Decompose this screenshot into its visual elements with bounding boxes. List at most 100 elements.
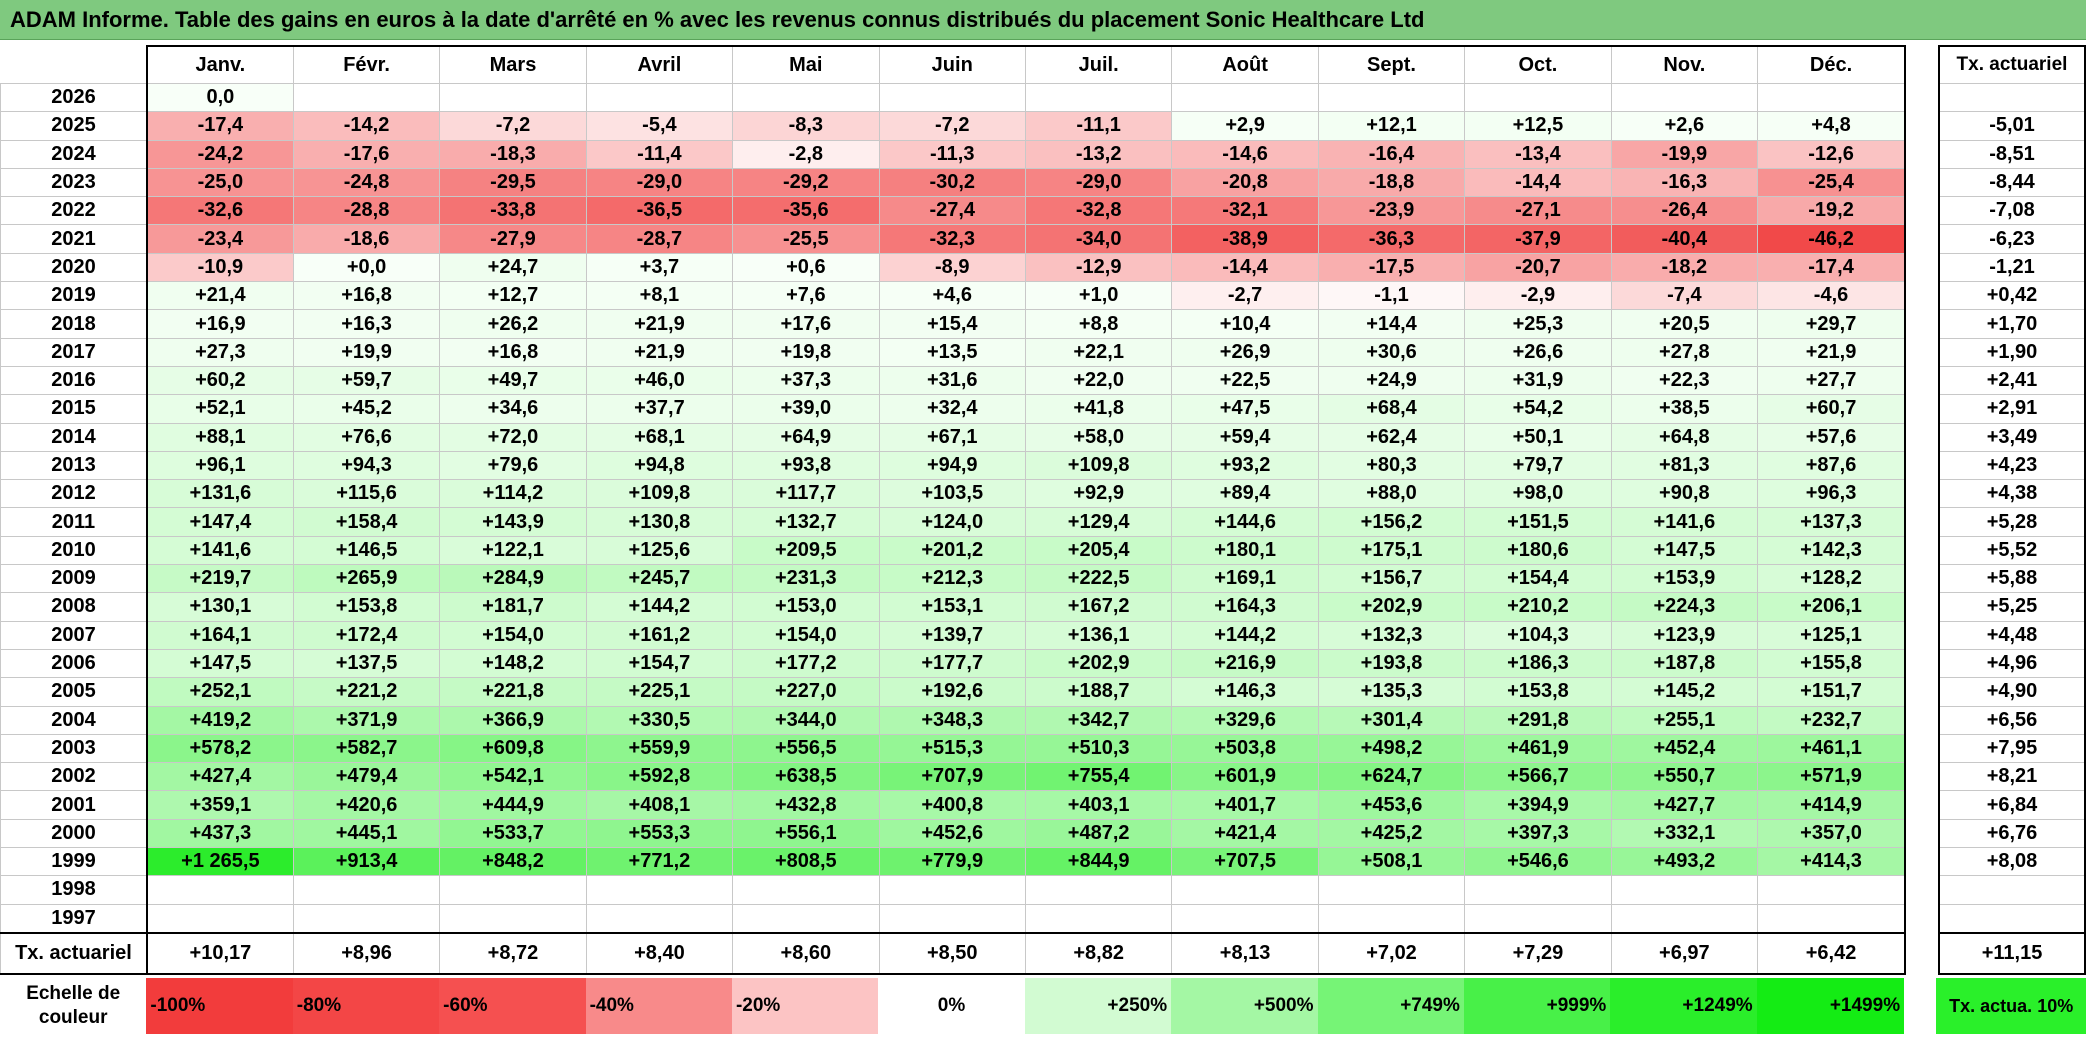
table-row: 2013 +96,1 +94,3 +79,6 +94,8 +93,8 +94,9 +109,8…	[0, 450, 1907, 481]
gain-cell: +432,8	[732, 790, 880, 820]
gain-cell: +453,6	[1317, 790, 1466, 820]
rate-row: +4,38	[1938, 479, 2086, 509]
totals-label: Tx. actuariel	[0, 931, 148, 975]
gain-cell	[1610, 875, 1759, 905]
gain-cell: +146,3	[1171, 677, 1319, 707]
gain-cell: +444,9	[439, 790, 587, 820]
gain-cell: -19,9	[1610, 139, 1759, 169]
gain-cell: +30,6	[1317, 337, 1466, 367]
gain-cell: +26,2	[439, 309, 587, 339]
rate-cell: -1,21	[1938, 252, 2086, 283]
gain-cell: -10,9	[146, 252, 294, 283]
gain-cell: +348,3	[878, 705, 1026, 735]
total-cell: +8,60	[732, 931, 880, 975]
gain-cell: +601,9	[1171, 762, 1319, 792]
gain-cell	[439, 875, 587, 905]
rate-cell: +6,84	[1938, 790, 2086, 820]
month-header: Août	[1171, 45, 1319, 84]
gain-cell: +79,6	[439, 450, 587, 481]
gain-cell: +147,5	[146, 648, 294, 679]
rate-cell: +4,90	[1938, 677, 2086, 707]
table-row: 2024 -24,2 -17,6 -18,3 -11,4 -2,8 -11,3 -13,2 -1…	[0, 139, 1907, 169]
rate-cell: -5,01	[1938, 111, 2086, 141]
gain-cell: -18,6	[292, 224, 441, 254]
scale-swatch: -60%	[439, 978, 586, 1034]
month-header: Nov.	[1610, 45, 1759, 84]
gain-cell: +503,8	[1171, 733, 1319, 764]
gain-cell: +27,7	[1757, 365, 1907, 396]
gain-cell	[732, 875, 880, 905]
gain-cell	[1024, 875, 1173, 905]
gain-cell: +0,6	[732, 252, 880, 283]
gain-cell: -13,4	[1464, 139, 1612, 169]
gain-cell: +771,2	[585, 847, 734, 877]
gain-cell: -18,3	[439, 139, 587, 169]
gain-cell: -33,8	[439, 196, 587, 226]
gain-cell: -12,9	[1024, 252, 1173, 283]
gain-cell: +123,9	[1610, 620, 1759, 650]
gain-cell: +344,0	[732, 705, 880, 735]
rate-row: +7,95	[1938, 733, 2086, 764]
table-row: 2011 +147,4 +158,4 +143,9 +130,8 +132,7 +124,0…	[0, 507, 1907, 537]
month-header: Sept.	[1317, 45, 1466, 84]
table-row: 2004 +419,2 +371,9 +366,9 +330,5 +344,0 +348,3…	[0, 705, 1907, 735]
gain-cell: -35,6	[732, 196, 880, 226]
table-row: 2015 +52,1 +45,2 +34,6 +37,7 +39,0 +32,4 +41,8 +…	[0, 394, 1907, 424]
gain-cell: +92,9	[1024, 479, 1173, 509]
rate-cell: +2,91	[1938, 394, 2086, 424]
gain-cell: +153,8	[1464, 677, 1612, 707]
gain-cell: +22,0	[1024, 365, 1173, 396]
gain-cell: +844,9	[1024, 847, 1173, 877]
gain-cell: -32,1	[1171, 196, 1319, 226]
gain-cell: +12,1	[1317, 111, 1466, 141]
rate-cell: +5,52	[1938, 535, 2086, 566]
gain-cell: +21,4	[146, 281, 294, 311]
gain-cell: +10,4	[1171, 309, 1319, 339]
gain-cell	[146, 875, 294, 905]
rate-row: +6,56	[1938, 705, 2086, 735]
gain-cell: -23,4	[146, 224, 294, 254]
gain-cell: +252,1	[146, 677, 294, 707]
gain-cell: +164,1	[146, 620, 294, 650]
gain-cell: +54,2	[1464, 394, 1612, 424]
gain-cell: +68,4	[1317, 394, 1466, 424]
totals-row: Tx. actuariel +10,17 +8,96 +8,72 +8,40 +8,60 +…	[0, 931, 1907, 975]
gain-cell: +515,3	[878, 733, 1026, 764]
gain-cell: +533,7	[439, 818, 587, 849]
gain-cell: +202,9	[1317, 592, 1466, 622]
gain-cell: +81,3	[1610, 450, 1759, 481]
gain-cell: +205,4	[1024, 535, 1173, 566]
gain-cell: +8,1	[585, 281, 734, 311]
total-cell: +8,40	[585, 931, 734, 975]
gain-cell: -13,2	[1024, 139, 1173, 169]
rate-cell: +4,38	[1938, 479, 2086, 509]
gain-cell: +3,7	[585, 252, 734, 283]
gain-cell: +566,7	[1464, 762, 1612, 792]
month-header-row: Janv. Févr. Mars Avril Mai Juin Juil. Août Sept.…	[0, 45, 1907, 84]
gain-cell: +582,7	[292, 733, 441, 764]
gain-cell: -29,2	[732, 167, 880, 198]
gain-cell: +59,7	[292, 365, 441, 396]
table-row: 2025 -17,4 -14,2 -7,2 -5,4 -8,3 -7,2 -11,1 +2,9 +…	[0, 111, 1907, 141]
total-cell: +8,13	[1171, 931, 1319, 975]
month-header: Mai	[732, 45, 880, 84]
gain-cell: +22,5	[1171, 365, 1319, 396]
gain-cell: -25,0	[146, 167, 294, 198]
gain-cell	[292, 82, 441, 113]
gain-cell: +114,2	[439, 479, 587, 509]
gain-cell: +1,0	[1024, 281, 1173, 311]
gain-cell: +550,7	[1610, 762, 1759, 792]
gain-cell	[585, 82, 734, 113]
gain-cell: +609,8	[439, 733, 587, 764]
gain-cell: +16,8	[439, 337, 587, 367]
gain-cell: +245,7	[585, 564, 734, 594]
gain-cell: +96,3	[1757, 479, 1907, 509]
rate-cell: +3,49	[1938, 422, 2086, 452]
gain-cell: +330,5	[585, 705, 734, 735]
gain-cell: +151,7	[1757, 677, 1907, 707]
month-header: Déc.	[1757, 45, 1907, 84]
gain-cell: +45,2	[292, 394, 441, 424]
gain-cell: +164,3	[1171, 592, 1319, 622]
gain-cell: +186,3	[1464, 648, 1612, 679]
year-label: 2018	[0, 309, 148, 339]
